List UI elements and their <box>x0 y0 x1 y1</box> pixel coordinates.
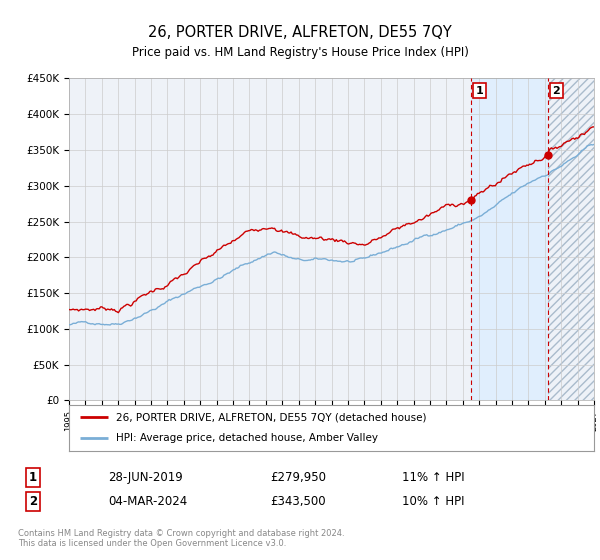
Bar <box>471 78 548 400</box>
Bar <box>548 78 594 400</box>
Text: 26, PORTER DRIVE, ALFRETON, DE55 7QY: 26, PORTER DRIVE, ALFRETON, DE55 7QY <box>148 25 452 40</box>
Text: Contains HM Land Registry data © Crown copyright and database right 2024.
This d: Contains HM Land Registry data © Crown c… <box>18 529 344 548</box>
Text: 2: 2 <box>553 86 560 96</box>
Text: 1: 1 <box>29 470 37 484</box>
Text: 2: 2 <box>29 494 37 508</box>
Text: 28-JUN-2019: 28-JUN-2019 <box>108 470 183 484</box>
Text: 04-MAR-2024: 04-MAR-2024 <box>108 494 187 508</box>
Text: 11% ↑ HPI: 11% ↑ HPI <box>402 470 464 484</box>
Text: 10% ↑ HPI: 10% ↑ HPI <box>402 494 464 508</box>
Text: 26, PORTER DRIVE, ALFRETON, DE55 7QY (detached house): 26, PORTER DRIVE, ALFRETON, DE55 7QY (de… <box>116 412 427 422</box>
Text: Price paid vs. HM Land Registry's House Price Index (HPI): Price paid vs. HM Land Registry's House … <box>131 46 469 59</box>
Text: £343,500: £343,500 <box>270 494 326 508</box>
Text: £279,950: £279,950 <box>270 470 326 484</box>
Text: 1: 1 <box>476 86 484 96</box>
Text: HPI: Average price, detached house, Amber Valley: HPI: Average price, detached house, Ambe… <box>116 433 378 444</box>
